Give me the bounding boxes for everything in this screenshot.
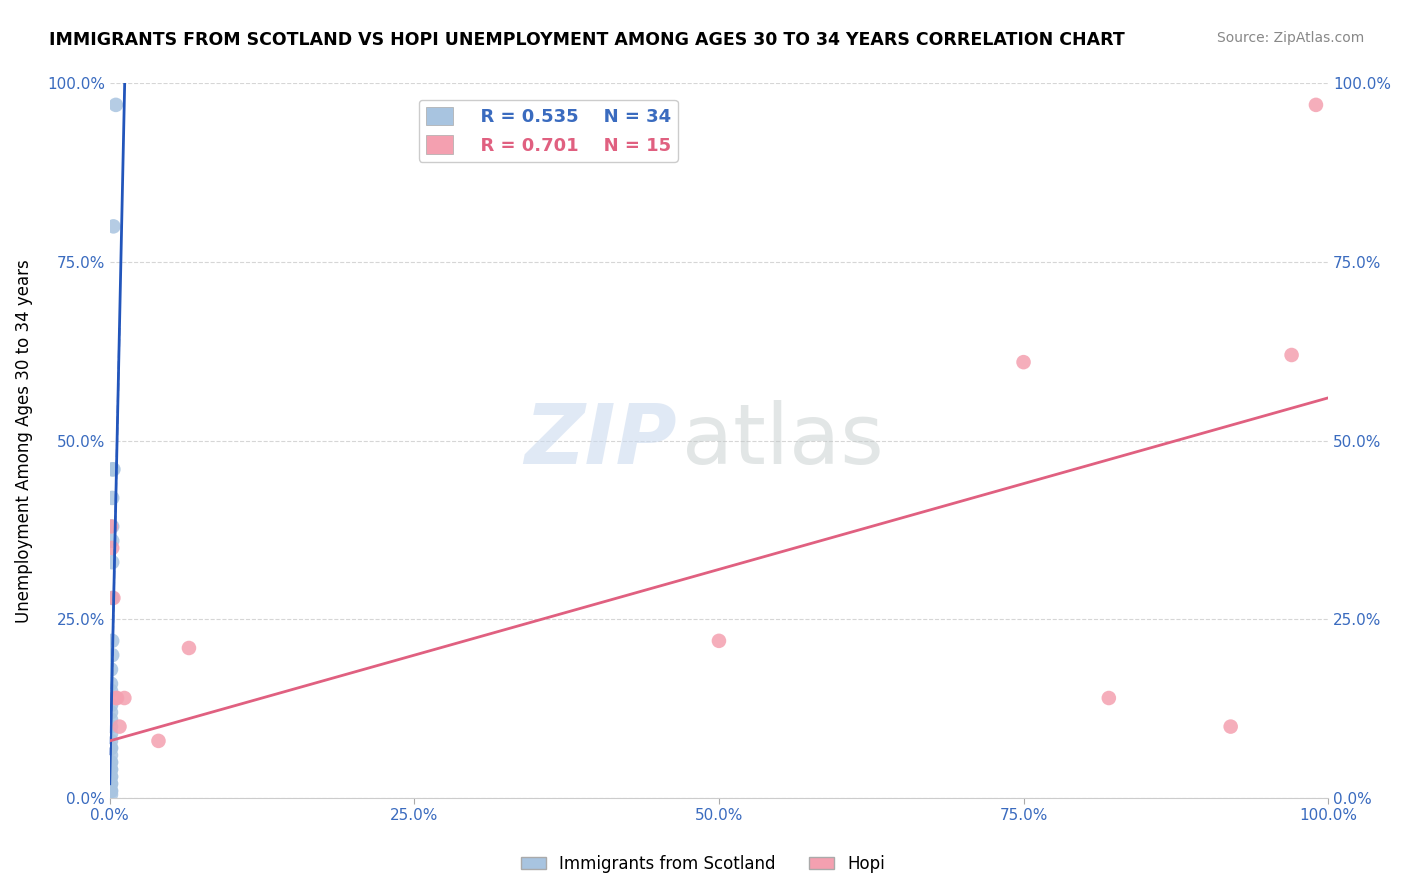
Legend:   R = 0.535    N = 34,   R = 0.701    N = 15: R = 0.535 N = 34, R = 0.701 N = 15 bbox=[419, 100, 678, 161]
Point bbox=[103, 462, 125, 476]
Point bbox=[100, 698, 122, 713]
Point bbox=[1219, 720, 1241, 734]
Point bbox=[101, 533, 124, 548]
Point bbox=[100, 788, 122, 802]
Point bbox=[104, 691, 127, 706]
Point bbox=[100, 734, 122, 748]
Point bbox=[1281, 348, 1303, 362]
Point bbox=[148, 734, 170, 748]
Point bbox=[101, 633, 124, 648]
Point bbox=[104, 98, 127, 112]
Point bbox=[100, 684, 122, 698]
Point bbox=[100, 763, 122, 777]
Point bbox=[101, 648, 124, 662]
Point bbox=[1012, 355, 1035, 369]
Point bbox=[100, 748, 122, 763]
Y-axis label: Unemployment Among Ages 30 to 34 years: Unemployment Among Ages 30 to 34 years bbox=[15, 259, 32, 623]
Point bbox=[108, 720, 131, 734]
Point bbox=[1098, 691, 1121, 706]
Point bbox=[103, 219, 125, 234]
Point bbox=[100, 777, 122, 791]
Point bbox=[100, 770, 122, 784]
Point bbox=[101, 541, 124, 555]
Point bbox=[100, 720, 122, 734]
Point bbox=[100, 713, 122, 727]
Text: ZIP: ZIP bbox=[523, 401, 676, 482]
Point bbox=[100, 519, 122, 533]
Point bbox=[100, 706, 122, 720]
Point bbox=[101, 519, 124, 533]
Text: Source: ZipAtlas.com: Source: ZipAtlas.com bbox=[1216, 31, 1364, 45]
Point bbox=[177, 640, 200, 655]
Point bbox=[100, 784, 122, 798]
Point bbox=[112, 691, 135, 706]
Point bbox=[101, 462, 124, 476]
Point bbox=[100, 741, 122, 756]
Point bbox=[100, 756, 122, 770]
Point bbox=[103, 591, 125, 605]
Point bbox=[1305, 98, 1327, 112]
Text: IMMIGRANTS FROM SCOTLAND VS HOPI UNEMPLOYMENT AMONG AGES 30 TO 34 YEARS CORRELAT: IMMIGRANTS FROM SCOTLAND VS HOPI UNEMPLO… bbox=[49, 31, 1125, 49]
Point bbox=[100, 756, 122, 770]
Point bbox=[100, 784, 122, 798]
Point bbox=[101, 591, 124, 605]
Point bbox=[100, 741, 122, 756]
Point bbox=[100, 662, 122, 676]
Point bbox=[100, 727, 122, 741]
Point bbox=[101, 555, 124, 569]
Point bbox=[101, 491, 124, 505]
Point bbox=[100, 763, 122, 777]
Point bbox=[100, 770, 122, 784]
Point bbox=[707, 633, 730, 648]
Point bbox=[100, 777, 122, 791]
Point bbox=[105, 691, 128, 706]
Text: atlas: atlas bbox=[682, 401, 884, 482]
Point bbox=[100, 677, 122, 691]
Legend: Immigrants from Scotland, Hopi: Immigrants from Scotland, Hopi bbox=[515, 848, 891, 880]
